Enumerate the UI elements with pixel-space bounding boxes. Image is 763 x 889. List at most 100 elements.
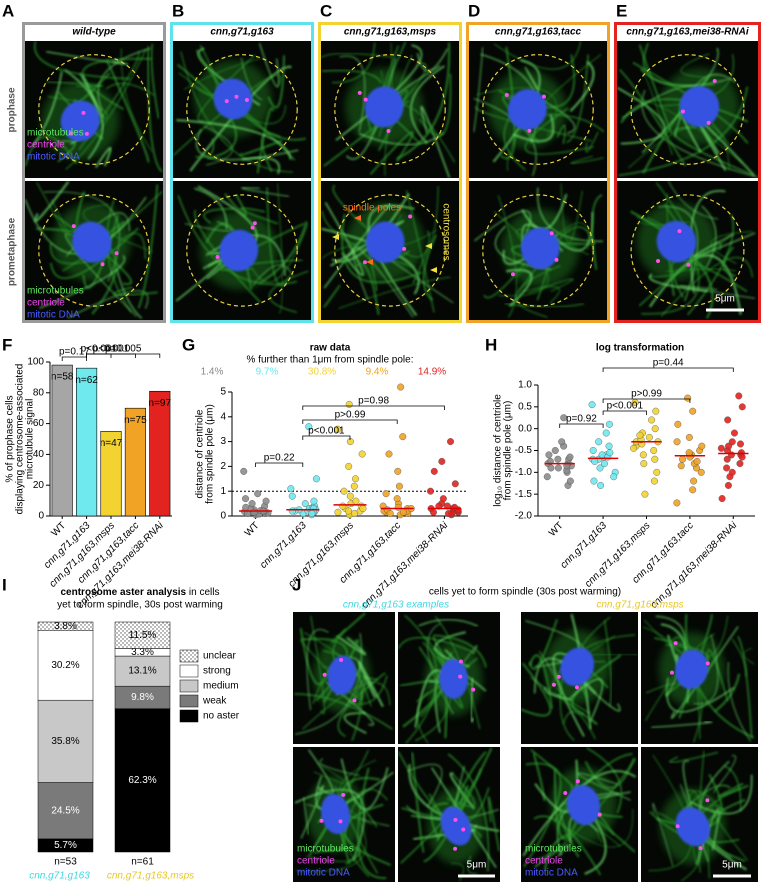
- microtubule: [404, 614, 438, 744]
- microtubule: [224, 193, 247, 217]
- microtubule: [722, 246, 736, 278]
- dna: [560, 647, 595, 687]
- y-tick-label: 0: [38, 511, 44, 522]
- x-tick-label: WT: [49, 520, 68, 539]
- microtubule: [529, 618, 558, 670]
- microtubule: [369, 131, 414, 175]
- data-point: [597, 481, 605, 489]
- centriole: [471, 687, 476, 692]
- data-point: [652, 407, 660, 415]
- microtubule: [335, 44, 423, 141]
- column-title: cnn,g71,g163: [210, 27, 274, 38]
- centriole: [322, 672, 327, 677]
- cell-outline: [630, 54, 745, 165]
- data-point: [735, 392, 743, 400]
- percent-label: 9.4%: [366, 367, 389, 378]
- microtubule: [712, 755, 736, 793]
- y-tick-label: 5: [220, 387, 226, 398]
- data-point: [438, 457, 446, 465]
- arrowhead: [366, 259, 373, 265]
- p-value: p<0.001: [93, 344, 130, 355]
- centriole: [574, 685, 579, 690]
- significance-bracket: [255, 462, 304, 467]
- microtubule: [322, 649, 363, 742]
- data-point: [640, 460, 648, 468]
- legend-label: medium: [203, 681, 239, 692]
- microtubule: [295, 818, 367, 872]
- microtubule: [321, 69, 383, 84]
- centriole: [669, 670, 674, 675]
- microtubule: [343, 712, 367, 734]
- micrograph: [293, 747, 395, 882]
- microtubule: [666, 677, 735, 713]
- data-point: [382, 490, 390, 498]
- microtubule: [418, 646, 464, 709]
- centriole: [705, 798, 710, 803]
- data-point: [397, 383, 405, 391]
- data-point: [728, 438, 736, 446]
- data-point: [451, 480, 459, 488]
- microtubule: [530, 651, 562, 696]
- microtubule: [338, 276, 451, 310]
- data-point: [595, 438, 603, 446]
- arrowhead: [425, 243, 432, 249]
- centriole: [114, 251, 119, 256]
- y-tick-label: 100: [27, 357, 44, 368]
- data-point: [351, 475, 359, 483]
- legend-swatch: [179, 709, 199, 723]
- annotation: centrosomes: [440, 203, 451, 260]
- microtubule: [422, 234, 438, 301]
- significance-bracket: [602, 410, 647, 415]
- data-point: [717, 444, 725, 452]
- data-point: [359, 505, 367, 513]
- microtubule: [690, 774, 753, 815]
- column-title: cnn,g71,g163,tacc: [495, 27, 582, 38]
- chart-title: yet to form spindle, 30s post warming: [57, 600, 223, 611]
- data-point: [724, 416, 732, 424]
- microtubule: [300, 640, 363, 700]
- microtubule: [556, 792, 620, 856]
- data-point: [738, 453, 746, 461]
- data-point: [590, 477, 598, 485]
- microtubule: [112, 286, 158, 296]
- significance-bracket: [302, 419, 398, 424]
- micrograph: [469, 181, 607, 320]
- data-point: [439, 495, 447, 503]
- data-point: [636, 431, 644, 439]
- y-axis-label: from spindle pole (μm): [503, 401, 514, 501]
- microtubule: [641, 47, 719, 154]
- n-label: n=75: [124, 415, 147, 426]
- data-point: [650, 477, 658, 485]
- data-point: [602, 429, 610, 437]
- microtubule: [302, 797, 310, 835]
- data-point: [399, 433, 407, 441]
- micrograph: [173, 41, 311, 178]
- microtubule: [685, 613, 755, 739]
- microtubule: [178, 72, 287, 125]
- data-point: [651, 455, 659, 463]
- x-tick-label: WT: [547, 520, 566, 539]
- significance-bracket: [86, 353, 161, 358]
- bar-segment: [37, 699, 94, 783]
- significance-bracket: [602, 367, 734, 372]
- microtubule: [258, 221, 308, 285]
- centriole: [458, 659, 463, 664]
- panel-label: E: [616, 1, 627, 20]
- significance-bracket: [602, 398, 691, 403]
- microtubule: [306, 629, 329, 711]
- data-point: [738, 403, 746, 411]
- microtubule: [473, 47, 484, 133]
- data-point: [308, 510, 316, 518]
- centriole: [224, 99, 229, 104]
- panel-frame: [318, 22, 462, 323]
- microtubule: [205, 222, 253, 290]
- centriole: [357, 90, 362, 95]
- data-point: [310, 497, 318, 505]
- microtubule: [657, 205, 699, 302]
- y-axis-label: displaying centrosome-associated: [15, 364, 26, 515]
- value-label: 11.5%: [129, 630, 157, 641]
- microtubule: [53, 213, 133, 286]
- microtubule: [649, 273, 708, 293]
- centriole: [81, 110, 86, 115]
- chart-subtitle: % further than 1μm from spindle pole:: [247, 355, 414, 366]
